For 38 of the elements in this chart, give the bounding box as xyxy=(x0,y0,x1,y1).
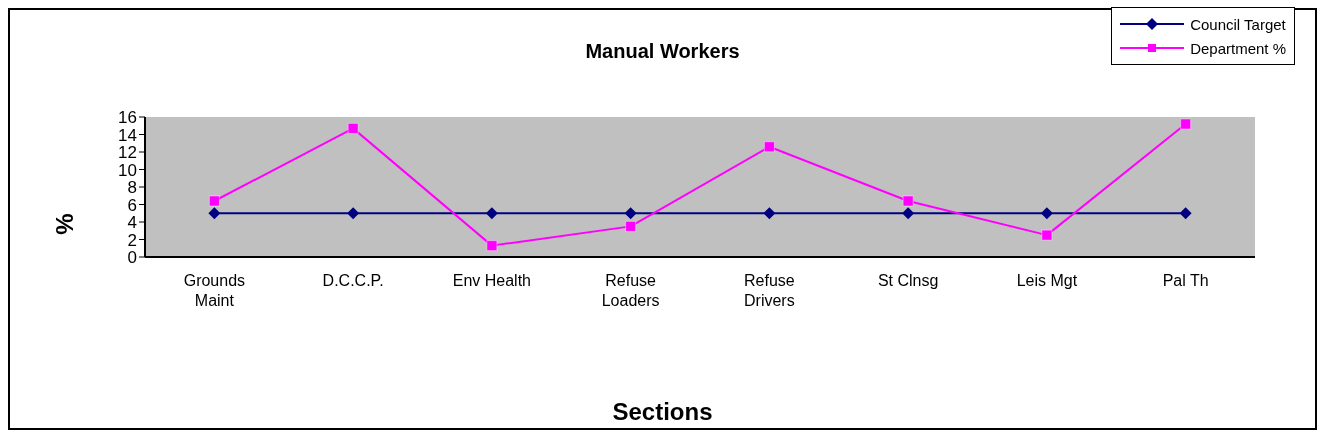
point xyxy=(1179,207,1192,220)
point xyxy=(208,207,221,220)
x-tick-label: Refuse Loaders xyxy=(601,272,660,309)
x-tick-label: Refuse Drivers xyxy=(744,272,795,309)
y-axis-title: % xyxy=(50,213,79,235)
legend-label: Department % xyxy=(1190,39,1286,57)
point xyxy=(347,122,359,134)
x-tick-label: Grounds Maint xyxy=(183,272,246,309)
y-tick-label: 2 xyxy=(127,230,137,250)
point xyxy=(902,207,915,220)
point xyxy=(625,220,637,232)
point xyxy=(1180,118,1192,130)
x-tick-label: D.C.C.P. xyxy=(322,272,384,290)
point xyxy=(763,207,776,220)
chart-title: Manual Workers xyxy=(585,40,740,62)
point xyxy=(902,195,914,207)
x-tick-label: Env Health xyxy=(452,272,532,290)
y-tick-label: 4 xyxy=(127,213,137,233)
y-tick-label: 10 xyxy=(118,160,137,180)
legend-label: Council Target xyxy=(1190,15,1286,33)
point xyxy=(1041,229,1053,241)
point xyxy=(347,207,360,220)
point xyxy=(763,141,775,153)
x-tick-label: Leis Mgt xyxy=(1016,272,1078,290)
y-tick-label: 12 xyxy=(118,143,137,163)
x-tick-label: St Clnsg xyxy=(877,272,939,290)
point xyxy=(486,240,498,252)
y-tick-label: 14 xyxy=(118,125,137,145)
x-tick-label: Pal Th xyxy=(1162,272,1209,290)
y-tick-label: 8 xyxy=(127,178,137,198)
point xyxy=(624,207,637,220)
point xyxy=(485,207,498,220)
y-tick-label: 0 xyxy=(127,248,137,268)
y-tick-label: 6 xyxy=(127,195,137,215)
y-tick-label: 16 xyxy=(118,108,137,128)
point xyxy=(208,195,220,207)
x-axis-title: Sections xyxy=(611,398,714,426)
point xyxy=(1040,207,1053,220)
